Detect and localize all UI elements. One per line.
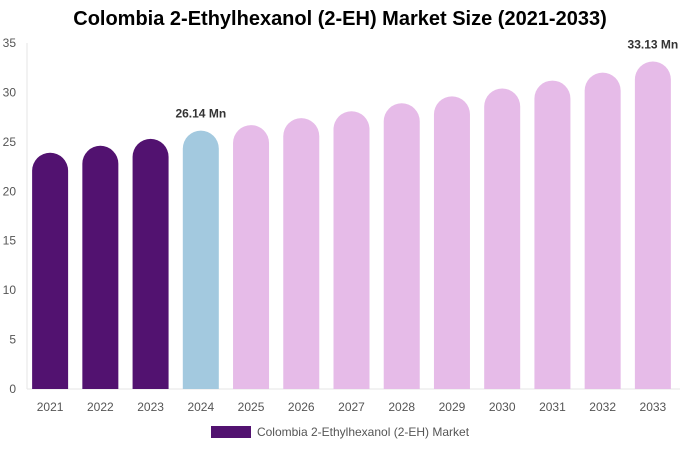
x-tick-label: 2026 xyxy=(288,400,315,414)
x-tick-label: 2029 xyxy=(439,400,466,414)
bar-2028 xyxy=(383,103,420,389)
y-tick-label: 30 xyxy=(3,85,17,99)
bar-2021 xyxy=(32,152,69,389)
y-tick-label: 20 xyxy=(3,184,17,198)
x-tick-label: 2023 xyxy=(137,400,164,414)
bars-group xyxy=(32,61,671,390)
bar-2030 xyxy=(484,88,521,389)
x-tick-label: 2028 xyxy=(388,400,415,414)
y-tick-label: 35 xyxy=(3,36,17,50)
bar-2025 xyxy=(233,125,270,389)
bar-2022 xyxy=(82,145,119,389)
bar-2026 xyxy=(283,118,320,389)
y-tick-label: 15 xyxy=(3,234,17,248)
bar-2033 xyxy=(634,61,671,390)
y-tick-label: 25 xyxy=(3,135,17,149)
legend-swatch xyxy=(210,426,251,438)
x-tick-label: 2030 xyxy=(489,400,516,414)
x-tick-label: 2027 xyxy=(338,400,365,414)
x-tick-label: 2024 xyxy=(187,400,214,414)
x-tick-label: 2031 xyxy=(539,400,566,414)
y-tick-label: 10 xyxy=(3,283,17,297)
y-tick-label: 5 xyxy=(9,333,16,347)
data-label-2024: 26.14 Mn xyxy=(175,107,226,121)
bar-2023 xyxy=(132,138,169,389)
chart-title: Colombia 2-Ethylhexanol (2-EH) Market Si… xyxy=(73,8,607,30)
x-tick-label: 2022 xyxy=(87,400,114,414)
y-tick-label: 0 xyxy=(9,382,16,396)
bar-2029 xyxy=(433,96,470,389)
x-tick-label: 2021 xyxy=(37,400,64,414)
x-tick-label: 2033 xyxy=(640,400,667,414)
labels-group: 26.14 Mn 33.13 Mn xyxy=(175,37,678,120)
bar-2027 xyxy=(333,111,370,389)
bar-2031 xyxy=(534,80,571,390)
legend: Colombia 2-Ethylhexanol (2-EH) Market xyxy=(0,425,680,439)
x-tick-label: 2025 xyxy=(238,400,265,414)
x-tick-label: 2032 xyxy=(589,400,616,414)
bar-2032 xyxy=(584,72,621,390)
legend-label: Colombia 2-Ethylhexanol (2-EH) Market xyxy=(256,425,470,439)
data-label-2033: 33.13 Mn xyxy=(628,37,679,51)
bar-2024 xyxy=(182,130,219,389)
